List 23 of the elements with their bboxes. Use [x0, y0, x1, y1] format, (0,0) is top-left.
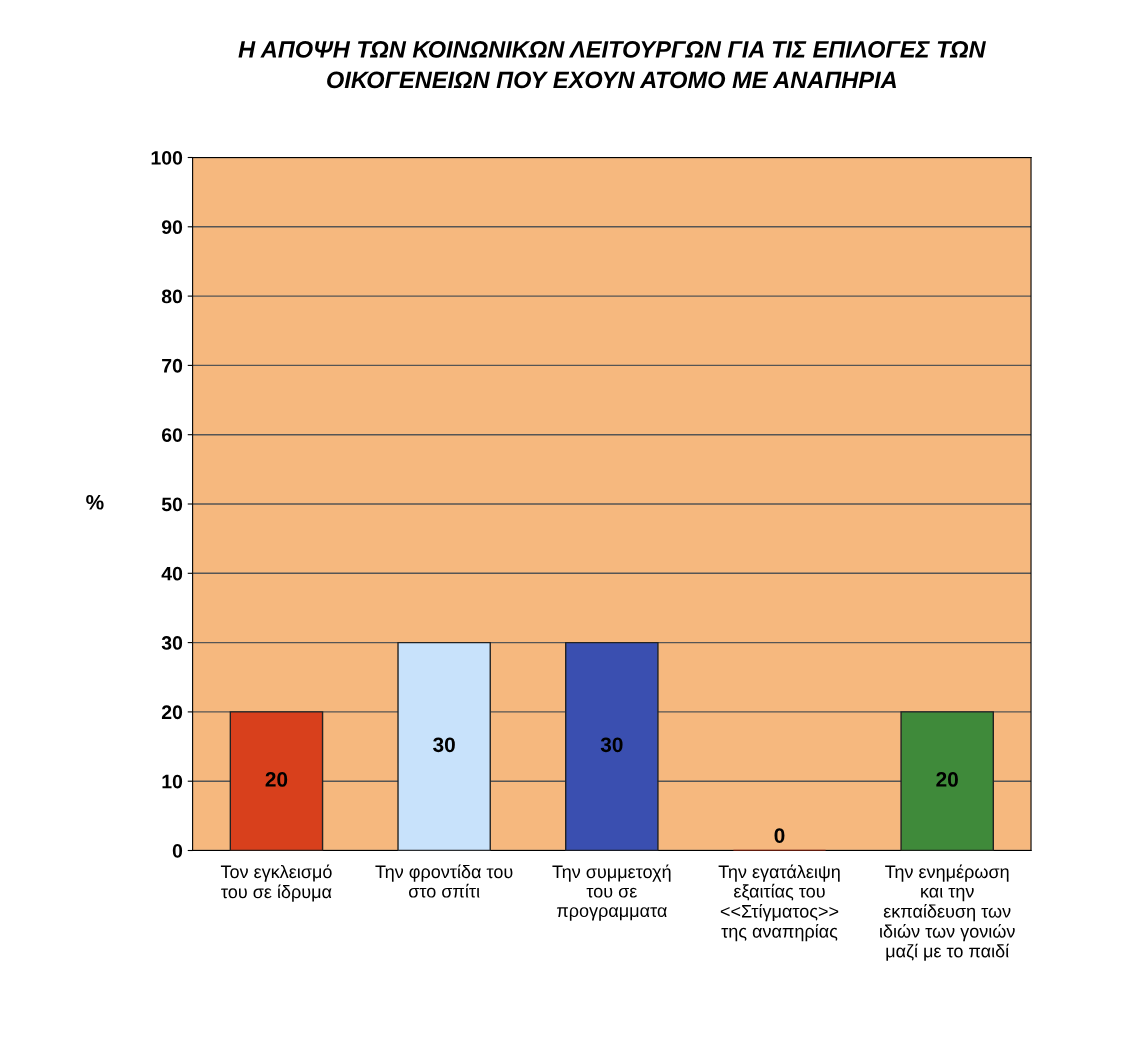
y-tick-label: 20: [161, 705, 183, 720]
y-tick-label: 10: [162, 774, 183, 789]
x-tick-label: Την συμμετοχή του σε προγραμματα: [552, 864, 671, 921]
y-tick-label: 30: [161, 636, 183, 650]
x-tick-label: Την εγατάλειψη εξαιτίας του <<Στίγματος>> της αναπηρίας: [718, 864, 840, 942]
y-tick-label: 80: [161, 289, 183, 304]
data-label: 20: [936, 772, 958, 787]
data-label: 20: [265, 772, 288, 787]
y-tick-label: 40: [161, 566, 183, 581]
y-tick-label: 50: [161, 497, 183, 512]
chart-title: Η ΑΠΟΨΗ ΤΩΝ ΚΟΙΝΩΝΙΚΩΝ ΛΕΙΤΟΥΡΓΩΝ ΓΙΑ ΤΙΣ ΕΠΙΛΟΓΕΣ ΤΩΝ ΟΙΚΟΓΕΝΕΙΩΝ ΠΟΥ ΕΧΟΥΝ ΑΤΟΜΟ ΜΕ ΑΝΑΠΗΡΙΑ: [238, 41, 986, 89]
y-tick-label: 60: [161, 428, 183, 442]
y-tick-label: 100: [151, 150, 183, 165]
data-label: 30: [433, 737, 455, 753]
data-label: 30: [600, 737, 623, 753]
y-tick-label: 90: [161, 220, 183, 235]
x-tick-label: Τον εγκλεισμό του σε ίδρυμα: [220, 864, 332, 902]
y-axis-title: %: [86, 494, 104, 510]
x-tick-label: Την ενημέρωση και την εκπαίδευση των ιδιών των γονιών μαζί με το παιδί: [880, 864, 1015, 961]
x-tick-label: Την φροντίδα του στο σπίτι: [375, 864, 513, 898]
y-tick-label: 70: [162, 358, 183, 373]
data-label: 0: [774, 828, 785, 843]
y-tick-label: 0: [172, 843, 183, 858]
